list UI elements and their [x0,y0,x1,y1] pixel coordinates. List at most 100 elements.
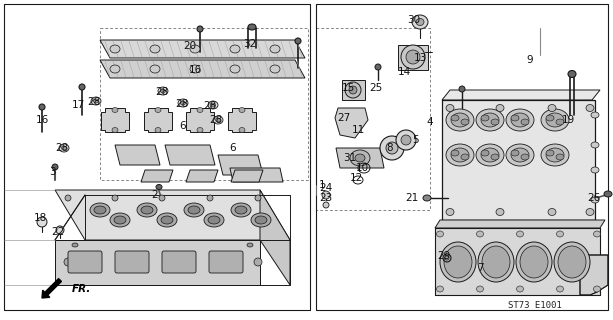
Ellipse shape [197,26,203,32]
Polygon shape [55,240,260,285]
Polygon shape [100,60,305,78]
Text: 11: 11 [351,125,365,135]
Ellipse shape [481,113,499,127]
Ellipse shape [39,104,45,110]
Ellipse shape [446,144,474,166]
Ellipse shape [386,142,398,154]
Ellipse shape [247,243,253,247]
Ellipse shape [72,243,78,247]
Text: 31: 31 [343,153,357,163]
Text: 12: 12 [349,173,363,183]
Ellipse shape [541,144,569,166]
Text: 14: 14 [397,67,411,77]
Ellipse shape [451,148,469,162]
Ellipse shape [516,242,552,282]
Ellipse shape [506,144,534,166]
FancyBboxPatch shape [209,251,243,273]
Ellipse shape [65,195,71,201]
Ellipse shape [59,144,69,152]
Text: FR.: FR. [72,284,91,294]
Ellipse shape [255,216,267,224]
Ellipse shape [79,84,85,90]
Ellipse shape [476,231,484,237]
Ellipse shape [204,213,224,227]
Text: 28: 28 [55,143,69,153]
Ellipse shape [591,167,599,173]
Ellipse shape [52,164,58,170]
Ellipse shape [591,197,599,203]
Polygon shape [231,170,263,182]
Polygon shape [580,255,608,295]
Ellipse shape [197,127,203,132]
Ellipse shape [459,86,465,92]
Polygon shape [435,228,600,295]
Text: 32: 32 [243,39,257,49]
Ellipse shape [557,231,563,237]
Text: 29: 29 [437,251,451,261]
Text: 13: 13 [413,53,427,63]
Ellipse shape [295,38,301,44]
Text: 25: 25 [370,83,383,93]
Ellipse shape [591,142,599,148]
Ellipse shape [521,119,529,125]
Ellipse shape [380,136,404,160]
Text: 24: 24 [319,183,333,193]
Ellipse shape [180,101,186,105]
Ellipse shape [349,86,357,94]
Polygon shape [186,170,218,182]
Polygon shape [144,108,172,132]
Ellipse shape [251,213,271,227]
Ellipse shape [161,216,173,224]
Ellipse shape [491,119,499,125]
Ellipse shape [150,45,160,53]
Ellipse shape [496,105,504,111]
Ellipse shape [190,65,200,73]
Ellipse shape [541,109,569,131]
Text: 17: 17 [71,100,85,110]
Polygon shape [260,190,290,285]
Ellipse shape [61,146,66,150]
Ellipse shape [511,113,529,127]
Ellipse shape [556,154,564,160]
Ellipse shape [436,231,443,237]
Ellipse shape [546,115,554,121]
Ellipse shape [586,209,594,215]
Ellipse shape [423,195,431,201]
Ellipse shape [546,150,554,156]
Ellipse shape [445,256,449,260]
Ellipse shape [207,195,213,201]
Ellipse shape [141,206,153,214]
Ellipse shape [150,65,160,73]
Ellipse shape [521,154,529,160]
Text: 4: 4 [427,117,433,127]
Ellipse shape [110,45,120,53]
Ellipse shape [91,97,101,105]
Ellipse shape [511,148,529,162]
Ellipse shape [396,130,416,150]
Ellipse shape [114,216,126,224]
Ellipse shape [446,105,454,111]
Ellipse shape [520,246,548,278]
Polygon shape [335,108,368,138]
FancyBboxPatch shape [68,251,102,273]
Ellipse shape [255,195,261,201]
Ellipse shape [197,108,203,113]
Ellipse shape [517,231,524,237]
Ellipse shape [231,203,251,217]
Text: 22: 22 [51,227,64,237]
Ellipse shape [270,65,280,73]
Ellipse shape [345,82,361,98]
Ellipse shape [481,148,499,162]
Ellipse shape [190,45,200,53]
Ellipse shape [546,113,564,127]
Ellipse shape [461,154,469,160]
Text: 18: 18 [33,213,47,223]
Text: 20: 20 [183,41,197,51]
Text: 28: 28 [155,87,169,97]
Ellipse shape [444,246,472,278]
Ellipse shape [401,45,425,69]
Text: 8: 8 [387,143,394,153]
Ellipse shape [110,213,130,227]
Polygon shape [55,190,290,240]
Ellipse shape [230,65,240,73]
